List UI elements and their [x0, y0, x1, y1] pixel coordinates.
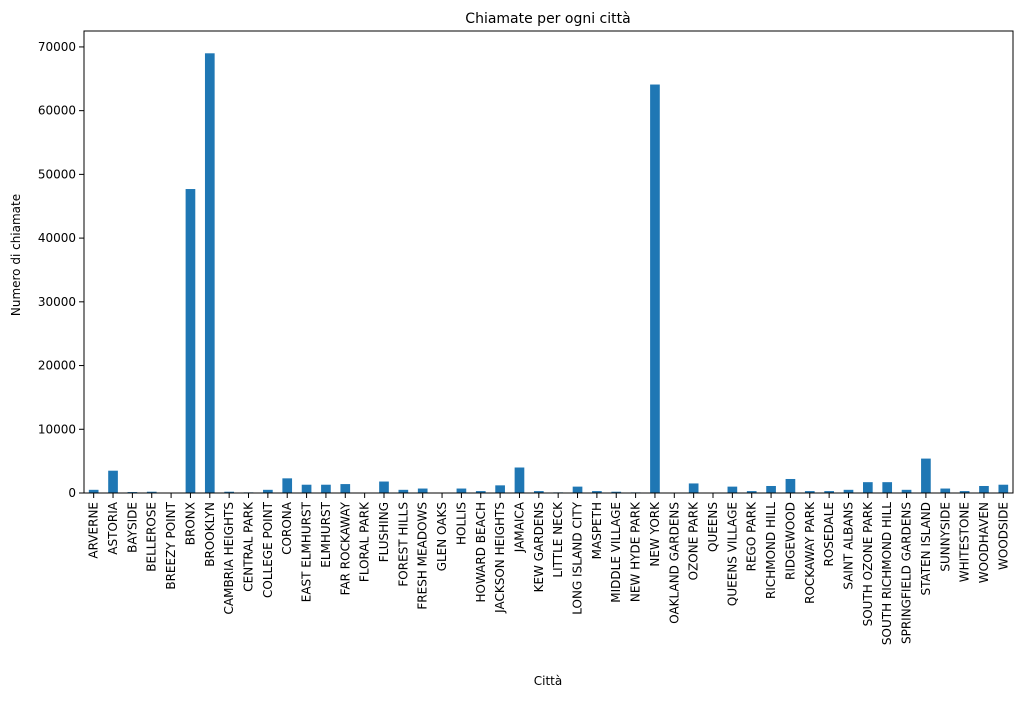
x-tick-label: EAST ELMHURST [300, 501, 314, 602]
bar [302, 485, 312, 493]
y-tick-label: 20000 [38, 359, 76, 373]
y-tick-label: 10000 [38, 422, 76, 436]
bar [786, 479, 796, 493]
x-tick-label: CORONA [280, 501, 294, 555]
x-tick-label: FRESH MEADOWS [416, 502, 430, 610]
bar [340, 484, 350, 493]
x-tick-label: FLUSHING [377, 502, 391, 562]
x-tick-label: NEW HYDE PARK [629, 501, 643, 602]
x-tick-label: JAMAICA [512, 501, 526, 553]
x-tick-label: OAKLAND GARDENS [667, 502, 681, 624]
y-tick-label: 30000 [38, 295, 76, 309]
bar [766, 486, 776, 493]
bar [921, 459, 931, 493]
bar [282, 478, 292, 493]
y-tick-label: 60000 [38, 104, 76, 118]
x-tick-label: SUNNYSIDE [938, 502, 952, 572]
bar [515, 468, 525, 493]
x-tick-label: NEW YORK [648, 501, 662, 567]
x-tick-label: COLLEGE POINT [261, 501, 275, 598]
bar [186, 189, 196, 493]
x-tick-label: MASPETH [590, 502, 604, 559]
x-tick-label: BAYSIDE [125, 502, 139, 553]
x-tick-label: WOODSIDE [996, 502, 1010, 570]
x-tick-label: BREEZY POINT [164, 501, 178, 589]
x-tick-label: SPRINGFIELD GARDENS [900, 502, 914, 644]
x-tick-label: FOREST HILLS [396, 502, 410, 587]
bar [205, 53, 215, 493]
x-tick-label: ELMHURST [319, 501, 333, 567]
x-tick-label: ROCKAWAY PARK [803, 501, 817, 604]
x-tick-label: MIDDLE VILLAGE [609, 502, 623, 603]
bar [979, 486, 989, 493]
x-tick-label: FAR ROCKAWAY [338, 501, 352, 595]
x-tick-label: SOUTH RICHMOND HILL [880, 502, 894, 645]
x-tick-label: HOWARD BEACH [474, 502, 488, 603]
y-tick-label: 0 [68, 486, 76, 500]
x-tick-label: OZONE PARK [687, 501, 701, 581]
x-tick-label: STATEN ISLAND [919, 502, 933, 596]
x-tick-label: WOODHAVEN [977, 502, 991, 583]
x-tick-label: GLEN OAKS [435, 502, 449, 571]
x-tick-label: RIDGEWOOD [783, 502, 797, 580]
bar [882, 482, 892, 493]
plot-frame [84, 31, 1013, 493]
y-tick-label: 50000 [38, 167, 76, 181]
y-tick-label: 70000 [38, 40, 76, 54]
x-tick-label: RICHMOND HILL [764, 502, 778, 599]
x-tick-label: JACKSON HEIGHTS [493, 502, 507, 614]
chart-title: Chiamate per ogni città [465, 11, 630, 27]
x-tick-label: QUEENS VILLAGE [725, 502, 739, 606]
bar [728, 487, 738, 493]
bar [321, 485, 331, 493]
x-tick-label: REGO PARK [745, 501, 759, 571]
bar [457, 489, 467, 493]
y-axis-label: Numero di chiamate [9, 194, 23, 316]
x-tick-label: KEW GARDENS [532, 502, 546, 592]
bar [495, 485, 505, 493]
bar [940, 489, 950, 493]
bar [689, 483, 699, 493]
x-tick-label: BELLEROSE [145, 502, 159, 572]
x-tick-label: BROOKLYN [203, 502, 217, 567]
x-tick-label: SAINT ALBANS [841, 502, 855, 590]
bar [379, 482, 389, 493]
x-tick-label: WHITESTONE [958, 502, 972, 582]
bar [650, 85, 660, 493]
y-tick-label: 40000 [38, 231, 76, 245]
bar [108, 471, 118, 493]
x-tick-label: ROSEDALE [822, 502, 836, 567]
x-tick-label: BRONX [183, 502, 197, 545]
x-tick-label: SOUTH OZONE PARK [861, 501, 875, 627]
x-tick-label: LITTLE NECK [551, 501, 565, 578]
bar [418, 489, 428, 493]
bar [998, 485, 1008, 493]
x-tick-label: ARVERNE [87, 502, 101, 559]
x-tick-label: ASTORIA [106, 501, 120, 554]
x-tick-label: HOLLIS [454, 502, 468, 545]
bar [863, 482, 873, 493]
x-tick-label: CAMBRIA HEIGHTS [222, 502, 236, 615]
bar [573, 487, 583, 493]
x-tick-label: FLORAL PARK [358, 501, 372, 582]
x-tick-label: CENTRAL PARK [242, 501, 256, 592]
x-tick-label: LONG ISLAND CITY [571, 501, 585, 614]
x-axis-label: Città [534, 674, 562, 688]
x-tick-label: QUEENS [706, 502, 720, 552]
